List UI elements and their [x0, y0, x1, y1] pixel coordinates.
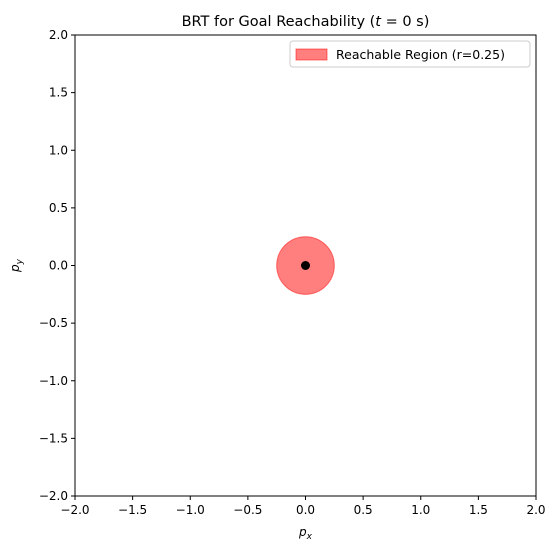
x-tick-label: 0.0: [296, 503, 315, 517]
legend-swatch: [295, 48, 328, 61]
y-tick-label: 1.5: [49, 86, 68, 100]
y-tick-label: −2.0: [39, 489, 68, 503]
goal-point: [301, 261, 310, 270]
y-tick-label: −1.0: [39, 374, 68, 388]
x-tick-label: −1.5: [118, 503, 147, 517]
plot-frame: [74, 34, 537, 497]
x-tick-label: 2.0: [526, 503, 545, 517]
x-tick-label: 0.5: [354, 503, 373, 517]
y-tick-label: 2.0: [49, 28, 68, 42]
x-tick-label: −2.0: [60, 503, 89, 517]
x-axis-ticks: −2.0 −1.5 −1.0 −0.5 0.0 0.5 1.0 1.5 2.0: [60, 496, 546, 517]
y-tick-label: 0.5: [49, 201, 68, 215]
x-tick-label: 1.0: [411, 503, 430, 517]
x-tick-label: −1.0: [176, 503, 205, 517]
x-axis-label: px: [298, 525, 313, 542]
y-tick-label: 0.0: [49, 259, 68, 273]
y-tick-label: −0.5: [39, 316, 68, 330]
x-tick-label: −0.5: [233, 503, 262, 517]
y-axis-ticks: −2.0 −1.5 −1.0 −0.5 0.0 0.5 1.0 1.5 2.0: [39, 28, 75, 503]
legend: Reachable Region (r=0.25): [289, 40, 531, 68]
legend-box: [289, 40, 531, 68]
y-axis-label: py: [8, 258, 25, 273]
x-tick-label: 1.5: [469, 503, 488, 517]
point-layer: [301, 261, 310, 270]
y-tick-label: −1.5: [39, 431, 68, 445]
chart-title: BRT for Goal Reachability (t = 0 s): [182, 14, 430, 30]
y-tick-label: 1.0: [49, 143, 68, 157]
legend-label: Reachable Region (r=0.25): [336, 47, 505, 62]
